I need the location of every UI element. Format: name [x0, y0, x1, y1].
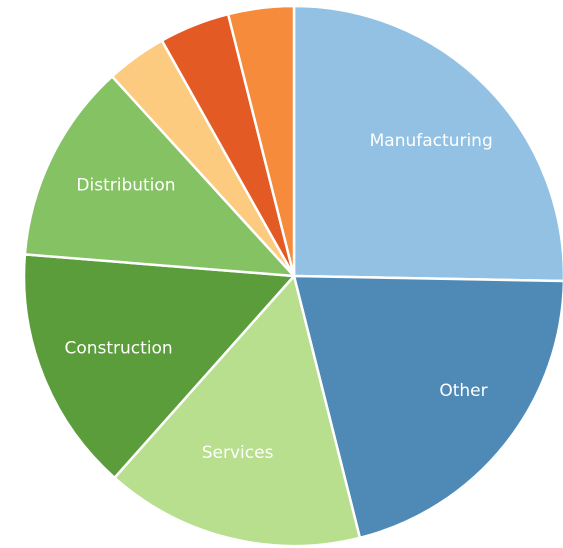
pie-slice-unlabeled-7 — [226, 4, 296, 278]
pie-slice-manufacturing — [292, 4, 563, 283]
slice-label-other: Other — [439, 381, 487, 401]
pie-slice-construction — [22, 253, 296, 480]
slice-label-distribution: Distribution — [76, 176, 175, 196]
pie-labels: Manufacturing Other Services Construction Di… — [64, 131, 492, 463]
pie-slices — [22, 4, 563, 548]
pie-slice-other — [292, 274, 563, 540]
pie-slice-distribution — [23, 75, 296, 278]
slice-label-construction: Construction — [64, 338, 172, 358]
slice-label-manufacturing: Manufacturing — [370, 131, 493, 151]
slice-label-services: Services — [202, 443, 274, 463]
pie-slice-services — [113, 274, 362, 548]
